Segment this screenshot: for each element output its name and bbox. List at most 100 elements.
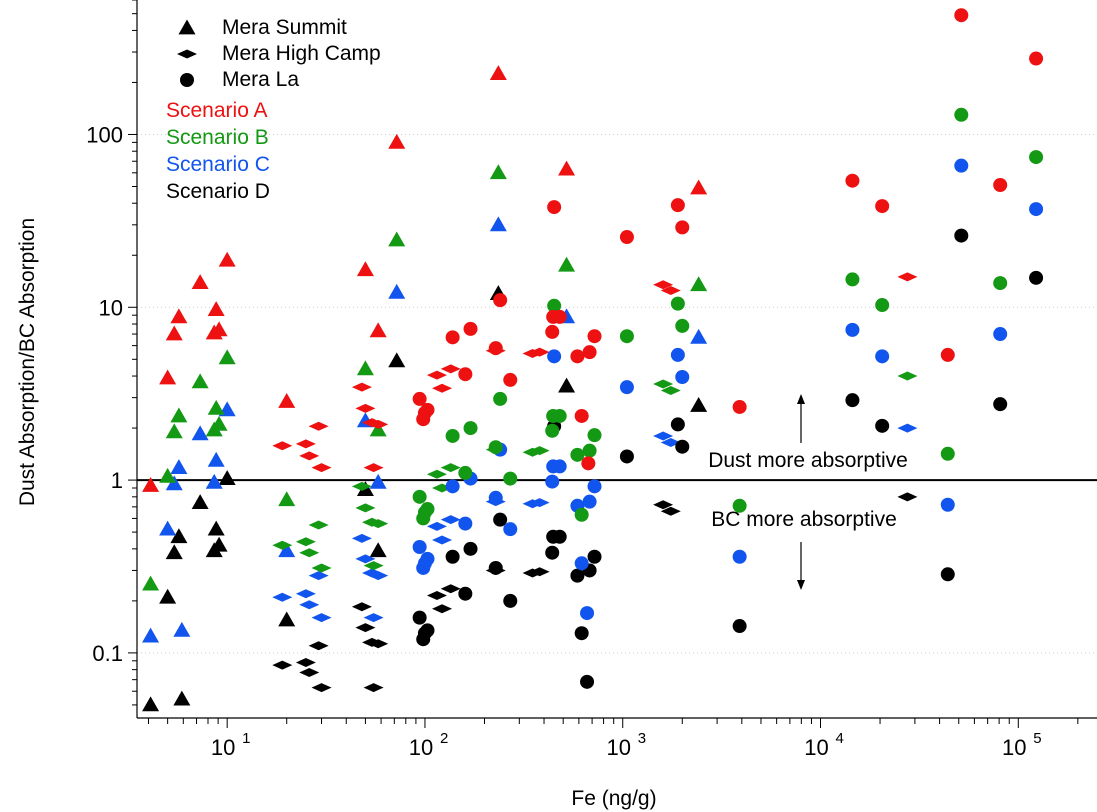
diamond-point-scenario-c [311,613,332,623]
x-tick-label: 10 [606,735,630,760]
triangle-point-scenario-a [159,369,177,385]
diamond-point-scenario-a [368,419,389,429]
legend: Mera Summit Mera High Camp Mera La Scenario… [166,16,381,203]
triangle-point-scenario-d [191,494,209,510]
circle-point-scenario-b [845,272,860,287]
circle-point-scenario-b [458,465,473,480]
diamond-point-scenario-c [432,535,453,545]
circle-point-scenario-d [545,545,560,560]
diamond-point-scenario-b [272,540,293,550]
circle-point-scenario-a [954,8,969,23]
circle-point-scenario-a [547,200,562,215]
circle-point-scenario-a [545,324,560,339]
circle-point-scenario-b [670,296,685,311]
circle-point-scenario-d [940,567,955,582]
circle-point-scenario-b [493,391,508,406]
diamond-point-scenario-c [308,571,329,581]
circle-point-scenario-a [420,402,435,417]
circle-point-scenario-c [993,327,1008,342]
axes: 0.1 1 10 100 10 1 10 2 10 3 10 4 10 5 [86,0,1097,760]
diamond-point-scenario-c [368,571,389,581]
triangle-point-scenario-d [218,470,236,485]
diamond-point-scenario-a [308,421,329,431]
circle-point-scenario-b [574,507,589,522]
circle-point-scenario-d [954,228,969,243]
circle-point-scenario-d [493,512,508,527]
diamond-point-scenario-b [308,520,329,530]
circle-point-scenario-b [675,318,690,333]
triangle-point-scenario-c [165,475,183,491]
diamond-point-scenario-c [272,592,293,602]
circle-point-scenario-d [875,418,890,433]
triangle-point-scenario-c [170,459,188,475]
diamond-point-scenario-b [653,379,674,389]
triangle-point-scenario-d [210,536,228,552]
triangle-point-scenario-c [159,520,177,536]
diamond-point-scenario-d [368,639,389,649]
circle-point-scenario-a [732,399,747,414]
circle-point-scenario-d [552,529,567,544]
circle-point-scenario-a [458,367,473,382]
circle-point-scenario-c [445,479,460,494]
circle-point-scenario-c [547,349,562,364]
diamond-point-scenario-a [355,403,376,413]
x-tick-label: 10 [211,735,235,760]
circle-point-scenario-c [675,369,690,384]
circle-point-scenario-a [463,321,478,336]
legend-scenario-label: Scenario D [166,180,270,203]
circle-point-scenario-c [619,380,634,395]
circle-point-scenario-a [587,329,602,344]
diamond-point-scenario-b [529,446,550,456]
triangle-point-scenario-d [159,588,177,604]
x-tick-label: 10 [1002,735,1026,760]
diamond-point-scenario-a [653,280,674,290]
triangle-point-scenario-b [489,164,507,180]
x-tick-exponent: 5 [1033,730,1041,747]
diamond-point-scenario-b [363,561,384,571]
x-tick-exponent: 3 [638,730,646,747]
diamond-point-scenario-a [897,272,918,282]
triangle-point-scenario-a [218,251,236,267]
diamond-point-scenario-b [299,548,320,558]
diamond-point-scenario-a [432,383,453,393]
diamond-point-scenario-b [355,503,376,513]
circle-point-scenario-a [675,220,690,235]
triangle-point-scenario-c [388,283,406,299]
circle-point-scenario-d [845,393,860,408]
diamond-point-scenario-c [529,498,550,508]
x-tick-label: 10 [409,735,433,760]
y-axis-title: Dust Absorption/BC Absorption [16,218,39,506]
circle-point-scenario-d [445,549,460,564]
y-tick-label: 0.1 [92,641,123,666]
diamond-point-scenario-a [529,347,550,357]
diamond-point-scenario-d [653,500,674,510]
legend-scenario-label: Scenario A [166,99,268,122]
diamond-point-scenario-c [299,600,320,610]
diamond-point-scenario-d [295,657,316,667]
circle-point-scenario-b [420,502,435,517]
x-tick-label: 10 [804,735,828,760]
triangle-point-scenario-c [191,425,209,441]
circle-point-scenario-b [570,447,585,462]
circle-point-scenario-b [552,408,567,423]
x-tick-exponent: 2 [440,730,448,747]
diamond-point-scenario-a [299,451,320,461]
diamond-point-scenario-d [660,506,681,516]
circle-point-scenario-d [675,439,690,454]
circle-point-scenario-d [587,549,602,564]
diamond-point-scenario-a [440,364,461,374]
diamond-point-scenario-c [440,515,461,525]
diamond-point-scenario-d [897,492,918,502]
diamond-point-scenario-d [432,604,453,614]
diamond-point-scenario-c [351,533,372,543]
circle-point-scenario-b [875,298,890,313]
triangle-point-scenario-a [191,274,209,289]
circle-point-scenario-c [587,479,602,494]
diamond-point-scenario-c [653,431,674,441]
circle-point-scenario-c [732,549,747,564]
circle-point-scenario-c [845,322,860,337]
triangle-point-scenario-b [142,575,160,591]
diamond-point-scenario-b [311,563,332,573]
circle-point-scenario-c [503,522,518,537]
diamond-point-scenario-c [426,521,447,531]
